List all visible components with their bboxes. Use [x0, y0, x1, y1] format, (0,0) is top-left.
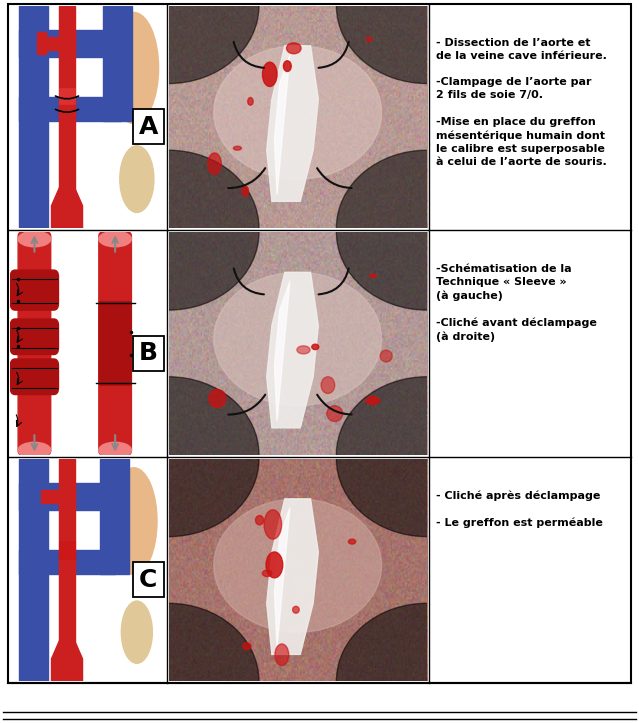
Ellipse shape [208, 153, 221, 174]
Ellipse shape [79, 155, 259, 310]
Text: - Cliché après déclampage

- Le greffon est perméable: - Cliché après déclampage - Le greffon e… [436, 491, 603, 529]
Ellipse shape [119, 146, 154, 213]
Ellipse shape [336, 0, 517, 84]
Ellipse shape [336, 603, 517, 723]
Ellipse shape [263, 570, 272, 576]
Ellipse shape [312, 344, 319, 350]
Ellipse shape [286, 43, 301, 54]
Bar [41, 490, 59, 503]
Bar [19, 459, 49, 681]
Ellipse shape [79, 603, 259, 723]
Ellipse shape [336, 155, 517, 310]
FancyBboxPatch shape [133, 109, 164, 144]
Bar [19, 6, 49, 228]
FancyBboxPatch shape [99, 301, 132, 385]
Ellipse shape [293, 607, 299, 613]
Ellipse shape [18, 442, 50, 458]
Polygon shape [274, 55, 290, 194]
Ellipse shape [275, 644, 289, 666]
Bar [59, 88, 75, 103]
Ellipse shape [297, 346, 310, 354]
Text: - Dissection de l’aorte et
de la veine cave inférieure.

-Clampage de l’aorte pa: - Dissection de l’aorte et de la veine c… [436, 38, 607, 167]
Ellipse shape [99, 442, 132, 458]
Bar [59, 30, 75, 57]
Ellipse shape [348, 539, 356, 544]
Ellipse shape [214, 46, 381, 179]
Bar [59, 97, 75, 121]
Ellipse shape [214, 499, 381, 632]
Ellipse shape [79, 381, 259, 536]
Ellipse shape [321, 377, 335, 393]
FancyBboxPatch shape [133, 336, 164, 371]
Ellipse shape [242, 186, 249, 196]
Bar [19, 30, 121, 57]
Ellipse shape [284, 61, 291, 72]
Bar [41, 37, 59, 50]
FancyBboxPatch shape [18, 232, 50, 455]
Ellipse shape [266, 552, 283, 578]
Ellipse shape [79, 150, 259, 306]
FancyBboxPatch shape [10, 270, 59, 310]
Ellipse shape [248, 98, 253, 106]
Polygon shape [52, 641, 82, 681]
Text: -Schématisation de la
Technique « Sleeve »
(à gauche)

-Cliché avant déclampage
: -Schématisation de la Technique « Sleeve… [436, 264, 597, 342]
Ellipse shape [99, 231, 132, 247]
Ellipse shape [243, 643, 251, 650]
Bar [59, 459, 75, 681]
Ellipse shape [366, 397, 380, 404]
Ellipse shape [263, 62, 277, 87]
Ellipse shape [18, 231, 50, 247]
Ellipse shape [380, 350, 392, 362]
Ellipse shape [233, 146, 242, 150]
Ellipse shape [370, 274, 376, 277]
Bar [103, 6, 132, 121]
Ellipse shape [109, 12, 158, 124]
Polygon shape [274, 281, 290, 422]
Ellipse shape [111, 468, 157, 574]
FancyBboxPatch shape [99, 232, 132, 455]
Bar [19, 483, 115, 510]
Bar [100, 459, 129, 574]
Ellipse shape [256, 515, 264, 525]
Ellipse shape [327, 406, 343, 422]
Ellipse shape [79, 377, 259, 532]
Ellipse shape [214, 273, 381, 406]
Text: C: C [139, 568, 157, 592]
Bar [59, 483, 75, 510]
Ellipse shape [336, 381, 517, 536]
Text: B: B [139, 341, 158, 365]
Ellipse shape [121, 601, 152, 663]
Text: A: A [139, 115, 158, 139]
Bar [19, 97, 121, 121]
FancyBboxPatch shape [133, 562, 164, 597]
Ellipse shape [336, 377, 517, 532]
Ellipse shape [336, 150, 517, 306]
Ellipse shape [79, 0, 259, 84]
FancyBboxPatch shape [10, 359, 59, 395]
Polygon shape [274, 508, 290, 648]
Polygon shape [266, 273, 318, 428]
Bar [59, 6, 75, 228]
Bar [59, 550, 75, 574]
Ellipse shape [264, 510, 282, 539]
Polygon shape [266, 46, 318, 201]
Ellipse shape [366, 37, 373, 41]
FancyBboxPatch shape [10, 319, 59, 354]
Ellipse shape [209, 389, 226, 407]
Bar [59, 541, 75, 559]
FancyBboxPatch shape [38, 33, 47, 55]
Bar [19, 550, 115, 574]
Polygon shape [52, 188, 82, 228]
Polygon shape [266, 499, 318, 654]
